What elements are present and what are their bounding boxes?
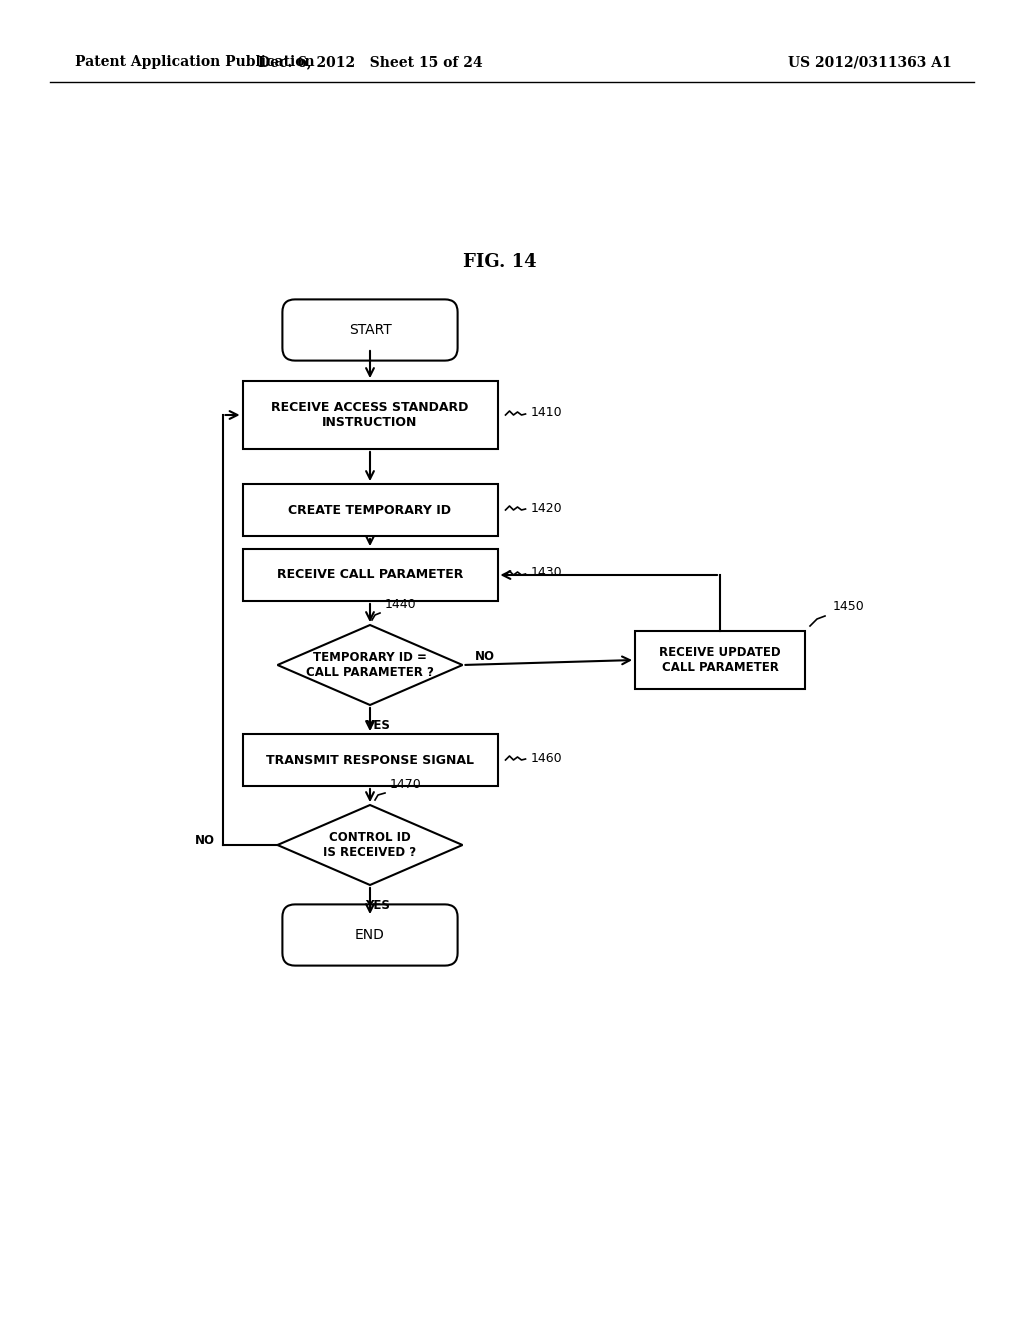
Text: 1470: 1470 bbox=[390, 777, 422, 791]
FancyBboxPatch shape bbox=[283, 904, 458, 966]
Text: 1460: 1460 bbox=[530, 751, 562, 764]
Text: 1430: 1430 bbox=[530, 566, 562, 579]
Text: 1410: 1410 bbox=[530, 407, 562, 420]
Text: CREATE TEMPORARY ID: CREATE TEMPORARY ID bbox=[289, 503, 452, 516]
Bar bbox=[243, 381, 498, 449]
Text: TRANSMIT RESPONSE SIGNAL: TRANSMIT RESPONSE SIGNAL bbox=[266, 754, 474, 767]
Text: CONTROL ID
IS RECEIVED ?: CONTROL ID IS RECEIVED ? bbox=[324, 832, 417, 859]
Bar bbox=[635, 631, 805, 689]
Text: FIG. 14: FIG. 14 bbox=[463, 253, 537, 271]
Bar bbox=[243, 549, 498, 601]
FancyBboxPatch shape bbox=[283, 300, 458, 360]
Text: 1440: 1440 bbox=[385, 598, 417, 611]
Text: START: START bbox=[348, 323, 391, 337]
Text: YES: YES bbox=[366, 719, 390, 733]
Text: YES: YES bbox=[366, 899, 390, 912]
Text: RECEIVE ACCESS STANDARD
INSTRUCTION: RECEIVE ACCESS STANDARD INSTRUCTION bbox=[271, 401, 469, 429]
Text: Dec. 6, 2012   Sheet 15 of 24: Dec. 6, 2012 Sheet 15 of 24 bbox=[258, 55, 482, 69]
Text: NO: NO bbox=[474, 651, 495, 664]
Polygon shape bbox=[278, 805, 463, 884]
Text: TEMPORARY ID =
CALL PARAMETER ?: TEMPORARY ID = CALL PARAMETER ? bbox=[306, 651, 434, 678]
Text: RECEIVE CALL PARAMETER: RECEIVE CALL PARAMETER bbox=[276, 569, 463, 582]
Polygon shape bbox=[278, 624, 463, 705]
Text: END: END bbox=[355, 928, 385, 942]
Text: RECEIVE UPDATED
CALL PARAMETER: RECEIVE UPDATED CALL PARAMETER bbox=[659, 645, 781, 675]
Text: 1450: 1450 bbox=[833, 601, 864, 612]
Bar bbox=[243, 484, 498, 536]
Text: Patent Application Publication: Patent Application Publication bbox=[75, 55, 314, 69]
Text: 1420: 1420 bbox=[530, 502, 562, 515]
Text: NO: NO bbox=[195, 833, 214, 846]
Bar bbox=[243, 734, 498, 785]
Text: US 2012/0311363 A1: US 2012/0311363 A1 bbox=[788, 55, 952, 69]
